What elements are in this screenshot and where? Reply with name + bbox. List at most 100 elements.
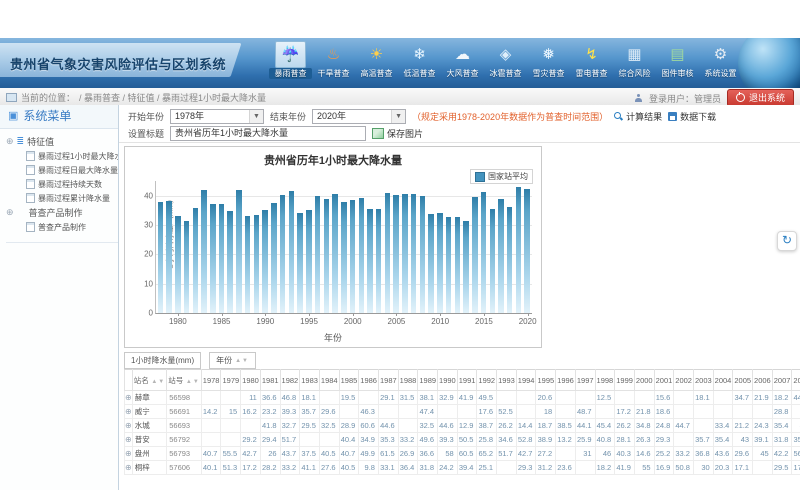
value-cell: 41.9 bbox=[457, 391, 477, 405]
nav-item-map-review[interactable]: ▤图件审核 bbox=[656, 41, 699, 79]
value-cell: 13.2 bbox=[556, 433, 576, 447]
year-header-1980[interactable]: 1980 bbox=[241, 370, 261, 391]
station-name-cell: 威宁 bbox=[132, 405, 167, 419]
main-panel: 开始年份 1978年 ▼ 结束年份 2020年 ▼ （规定采用1978-2020… bbox=[119, 105, 800, 490]
nav-item-system-settings[interactable]: ⚙系统设置 bbox=[699, 41, 742, 79]
sidebar-group-label: 普查产品制作 bbox=[29, 206, 83, 219]
save-image-button[interactable]: 保存图片 bbox=[372, 127, 423, 140]
nav-item-low-temp[interactable]: ❄低温普查 bbox=[398, 41, 441, 79]
value-cell bbox=[221, 391, 241, 405]
year-header-1979[interactable]: 1979 bbox=[221, 370, 241, 391]
download-button[interactable]: 数据下载 bbox=[668, 110, 716, 123]
year-header-2001[interactable]: 2001 bbox=[654, 370, 674, 391]
year-header-1978[interactable]: 1978 bbox=[201, 370, 221, 391]
nav-item-rainstorm[interactable]: ☔暴雨普查 bbox=[269, 41, 312, 79]
year-header-1993[interactable]: 1993 bbox=[497, 370, 517, 391]
nav-item-snow-disaster[interactable]: ❅雪灾普查 bbox=[527, 41, 570, 79]
expand-icon[interactable]: ⊕ bbox=[6, 137, 14, 146]
bar-1982 bbox=[193, 208, 199, 313]
bar-2001 bbox=[359, 198, 365, 313]
year-header-1994[interactable]: 1994 bbox=[516, 370, 536, 391]
year-header-1987[interactable]: 1987 bbox=[378, 370, 398, 391]
end-year-select[interactable]: 2020年 ▼ bbox=[312, 109, 406, 124]
year-header-1985[interactable]: 1985 bbox=[339, 370, 359, 391]
value-cell bbox=[693, 405, 713, 419]
value-cell: 38.1 bbox=[418, 391, 438, 405]
year-header-1996[interactable]: 1996 bbox=[556, 370, 576, 391]
chart-title-input[interactable]: 贵州省历年1小时最大降水量 bbox=[170, 126, 366, 141]
year-header-1989[interactable]: 1989 bbox=[418, 370, 438, 391]
expand-row-icon[interactable]: ⊕ bbox=[125, 461, 133, 475]
sidebar-group-0[interactable]: ⊕≣特征值 bbox=[6, 134, 118, 149]
sort-arrows-icon[interactable]: ▲▼ bbox=[149, 379, 166, 385]
nav-item-composite-risk[interactable]: ▦综合风险 bbox=[613, 41, 656, 79]
nav-item-drought[interactable]: ♨干旱普查 bbox=[312, 41, 355, 79]
year-header-2000[interactable]: 2000 bbox=[634, 370, 654, 391]
year-header-1986[interactable]: 1986 bbox=[359, 370, 379, 391]
sidebar-item[interactable]: 暴雨过程累计降水量 bbox=[6, 191, 118, 205]
value-cell: 16.2 bbox=[241, 405, 261, 419]
value-cell: 56.5 bbox=[792, 447, 800, 461]
year-header-2007[interactable]: 2007 bbox=[772, 370, 792, 391]
sidebar-item[interactable]: 普查产品制作 bbox=[6, 220, 118, 234]
station-name-header[interactable]: 站名 ▲▼ bbox=[132, 370, 167, 391]
nav-item-gale[interactable]: ☁大风普查 bbox=[441, 41, 484, 79]
value-cell bbox=[319, 433, 339, 447]
year-header-2006[interactable]: 2006 bbox=[753, 370, 773, 391]
year-header-2003[interactable]: 2003 bbox=[693, 370, 713, 391]
calculate-button[interactable]: 计算结果 bbox=[614, 110, 662, 123]
value-cell bbox=[556, 391, 576, 405]
year-header-1983[interactable]: 1983 bbox=[300, 370, 320, 391]
year-header-2002[interactable]: 2002 bbox=[674, 370, 694, 391]
value-cell bbox=[378, 405, 398, 419]
expand-row-icon[interactable]: ⊕ bbox=[125, 391, 133, 405]
user-icon bbox=[634, 94, 643, 103]
value-filter-pill[interactable]: 1小时降水量(mm) bbox=[124, 352, 201, 369]
sidebar-item[interactable]: 暴雨过程持续天数 bbox=[6, 177, 118, 191]
year-header-1988[interactable]: 1988 bbox=[398, 370, 418, 391]
year-header-1982[interactable]: 1982 bbox=[280, 370, 300, 391]
year-header-1998[interactable]: 1998 bbox=[595, 370, 615, 391]
value-cell bbox=[575, 461, 595, 475]
sidebar-item[interactable]: 暴雨过程1小时最大降水量 bbox=[6, 149, 118, 163]
expand-row-icon[interactable]: ⊕ bbox=[125, 433, 133, 447]
x-tick-label: 2020 bbox=[519, 317, 537, 326]
year-header-2004[interactable]: 2004 bbox=[713, 370, 733, 391]
year-header-1984[interactable]: 1984 bbox=[319, 370, 339, 391]
nav-item-lightning[interactable]: ↯雷电普查 bbox=[570, 41, 613, 79]
bar-2014 bbox=[472, 197, 478, 313]
year-header-1992[interactable]: 1992 bbox=[477, 370, 497, 391]
year-header-1991[interactable]: 1991 bbox=[457, 370, 477, 391]
sort-arrows-icon[interactable]: ▲▼ bbox=[183, 379, 200, 385]
year-header-1981[interactable]: 1981 bbox=[260, 370, 280, 391]
station-id-header[interactable]: 站号 ▲▼ bbox=[167, 370, 202, 391]
expand-row-icon[interactable]: ⊕ bbox=[125, 419, 133, 433]
value-cell: 20.3 bbox=[713, 461, 733, 475]
year-header-2008[interactable]: 2008 bbox=[792, 370, 800, 391]
value-cell bbox=[497, 391, 517, 405]
sidebar-header: ▣ 系统菜单 bbox=[0, 105, 118, 129]
value-cell: 47.4 bbox=[418, 405, 438, 419]
nav-item-high-temp[interactable]: ☀高温普查 bbox=[355, 41, 398, 79]
year-header-1995[interactable]: 1995 bbox=[536, 370, 556, 391]
year-header-2005[interactable]: 2005 bbox=[733, 370, 753, 391]
year-header-1997[interactable]: 1997 bbox=[575, 370, 595, 391]
table-filters: 1小时降水量(mm) 年份 ▲▼ bbox=[124, 352, 256, 369]
value-cell: 49.5 bbox=[477, 391, 497, 405]
x-tick bbox=[222, 313, 223, 316]
refresh-button[interactable]: ↻ bbox=[777, 231, 797, 251]
expand-row-icon[interactable]: ⊕ bbox=[125, 447, 133, 461]
nav-item-hail[interactable]: ◈冰雹普查 bbox=[484, 41, 527, 79]
sidebar-group-1[interactable]: ⊕ 普查产品制作 bbox=[6, 205, 118, 220]
year-header-1999[interactable]: 1999 bbox=[615, 370, 635, 391]
year-header-1990[interactable]: 1990 bbox=[438, 370, 458, 391]
year-sort-pill[interactable]: 年份 ▲▼ bbox=[209, 352, 256, 369]
value-cell: 12.9 bbox=[457, 419, 477, 433]
sidebar-item[interactable]: 暴雨过程日最大降水量 bbox=[6, 163, 118, 177]
value-cell: 38.9 bbox=[536, 433, 556, 447]
bar-1996 bbox=[315, 196, 321, 313]
start-year-select[interactable]: 1978年 ▼ bbox=[170, 109, 264, 124]
sidebar-title: 系统菜单 bbox=[23, 105, 71, 128]
expand-row-icon[interactable]: ⊕ bbox=[125, 405, 133, 419]
expand-icon[interactable]: ⊕ bbox=[6, 208, 14, 217]
